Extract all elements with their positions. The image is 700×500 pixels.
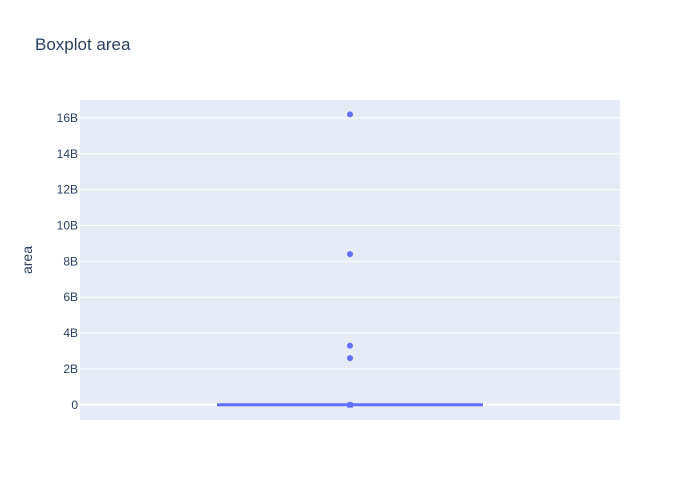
y-tick-label: 8B: [63, 254, 78, 268]
y-tick-label: 16B: [57, 111, 78, 125]
y-tick-label: 0: [71, 398, 78, 412]
y-tick-label: 10B: [57, 218, 78, 232]
outlier-point: [347, 401, 353, 408]
y-axis-ticks: 0 2B 4B 6B 8B 10B 12B 14B 16B: [57, 111, 79, 412]
y-tick-label: 4B: [63, 326, 78, 340]
outlier-point: [347, 111, 353, 118]
y-tick-label: 14B: [57, 147, 78, 161]
y-tick-label: 12B: [57, 183, 78, 197]
y-tick-label: 6B: [63, 290, 78, 304]
outlier-point: [347, 342, 353, 349]
box-plot: [217, 111, 483, 408]
y-tick-label: 2B: [63, 362, 78, 376]
outlier-point: [347, 251, 353, 258]
plot-area: [80, 100, 620, 420]
outlier-point: [347, 355, 353, 362]
chart-title: Boxplot area: [35, 35, 131, 54]
grid-lines: [80, 117, 620, 406]
y-axis-title: area: [19, 246, 35, 274]
